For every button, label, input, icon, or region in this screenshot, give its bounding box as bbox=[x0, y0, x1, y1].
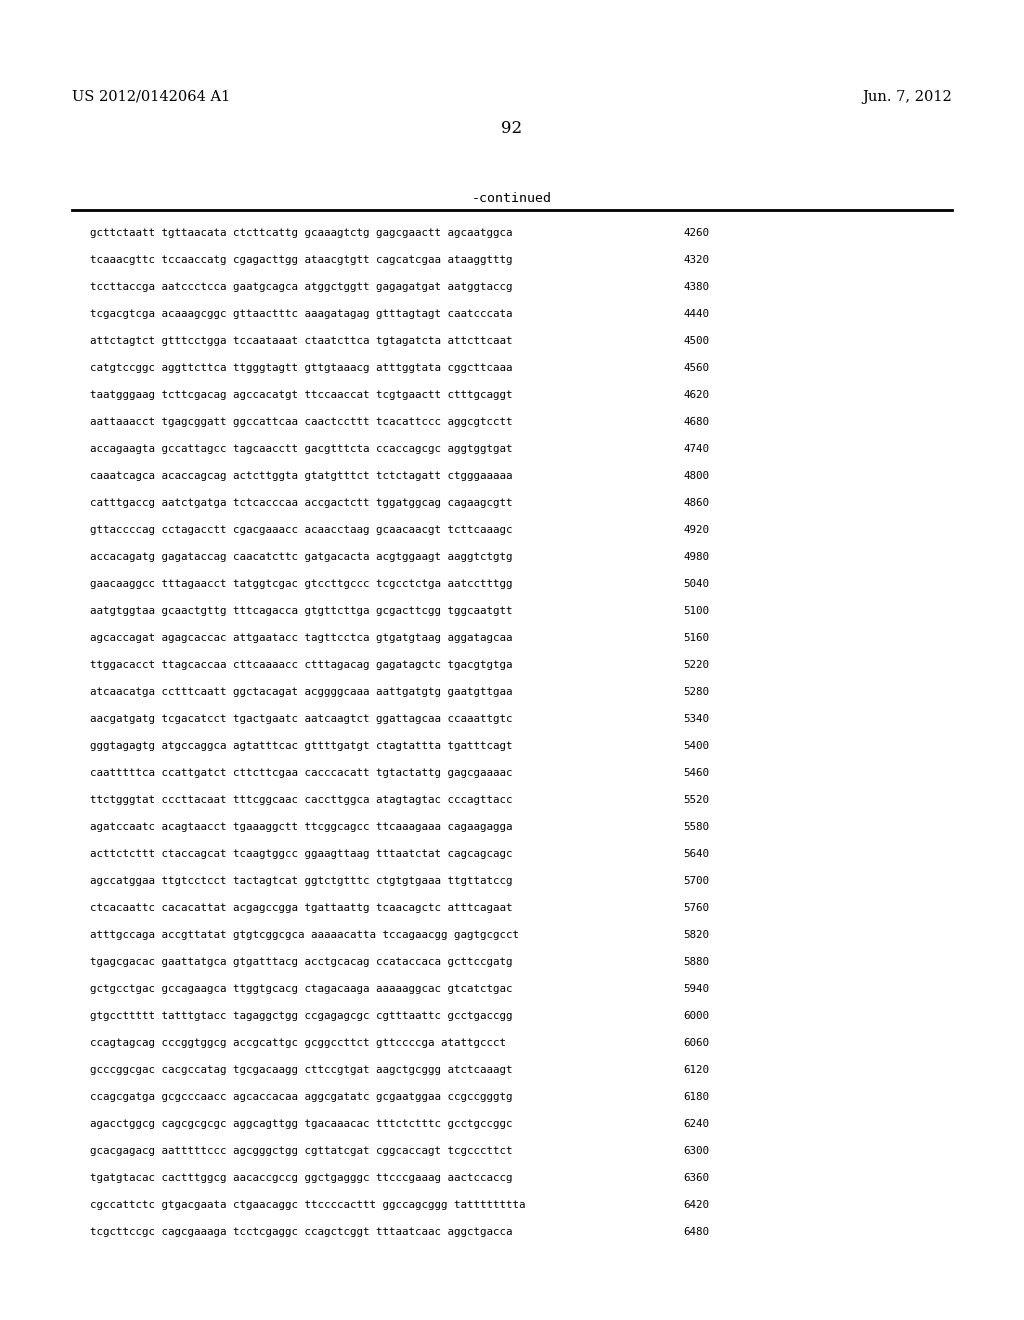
Text: tcaaacgttc tccaaccatg cgagacttgg ataacgtgtt cagcatcgaa ataaggtttg: tcaaacgttc tccaaccatg cgagacttgg ataacgt… bbox=[90, 255, 512, 265]
Text: 6420: 6420 bbox=[683, 1200, 709, 1210]
Text: 4260: 4260 bbox=[683, 228, 709, 238]
Text: gggtagagtg atgccaggca agtatttcac gttttgatgt ctagtattta tgatttcagt: gggtagagtg atgccaggca agtatttcac gttttga… bbox=[90, 741, 512, 751]
Text: 5100: 5100 bbox=[683, 606, 709, 616]
Text: gaacaaggcc tttagaacct tatggtcgac gtccttgccc tcgcctctga aatcctttgg: gaacaaggcc tttagaacct tatggtcgac gtccttg… bbox=[90, 579, 512, 589]
Text: 5160: 5160 bbox=[683, 634, 709, 643]
Text: agcaccagat agagcaccac attgaatacc tagttcctca gtgatgtaag aggatagcaa: agcaccagat agagcaccac attgaatacc tagttcc… bbox=[90, 634, 512, 643]
Text: aatgtggtaa gcaactgttg tttcagacca gtgttcttga gcgacttcgg tggcaatgtt: aatgtggtaa gcaactgttg tttcagacca gtgttct… bbox=[90, 606, 512, 616]
Text: ccagtagcag cccggtggcg accgcattgc gcggccttct gttccccga atattgccct: ccagtagcag cccggtggcg accgcattgc gcggcct… bbox=[90, 1038, 506, 1048]
Text: 6060: 6060 bbox=[683, 1038, 709, 1048]
Text: 5040: 5040 bbox=[683, 579, 709, 589]
Text: 6480: 6480 bbox=[683, 1228, 709, 1237]
Text: gcccggcgac cacgccatag tgcgacaagg cttccgtgat aagctgcggg atctcaaagt: gcccggcgac cacgccatag tgcgacaagg cttccgt… bbox=[90, 1065, 512, 1074]
Text: acttctcttt ctaccagcat tcaagtggcc ggaagttaag tttaatctat cagcagcagc: acttctcttt ctaccagcat tcaagtggcc ggaagtt… bbox=[90, 849, 512, 859]
Text: catttgaccg aatctgatga tctcacccaa accgactctt tggatggcag cagaagcgtt: catttgaccg aatctgatga tctcacccaa accgact… bbox=[90, 498, 512, 508]
Text: cgccattctc gtgacgaata ctgaacaggc ttccccacttt ggccagcggg tatttttttta: cgccattctc gtgacgaata ctgaacaggc ttcccca… bbox=[90, 1200, 525, 1210]
Text: atttgccaga accgttatat gtgtcggcgca aaaaacatta tccagaacgg gagtgcgcct: atttgccaga accgttatat gtgtcggcgca aaaaac… bbox=[90, 931, 519, 940]
Text: 6360: 6360 bbox=[683, 1173, 709, 1183]
Text: 4380: 4380 bbox=[683, 282, 709, 292]
Text: agccatggaa ttgtcctcct tactagtcat ggtctgtttc ctgtgtgaaa ttgttatccg: agccatggaa ttgtcctcct tactagtcat ggtctgt… bbox=[90, 876, 512, 886]
Text: 5520: 5520 bbox=[683, 795, 709, 805]
Text: 5280: 5280 bbox=[683, 686, 709, 697]
Text: 4860: 4860 bbox=[683, 498, 709, 508]
Text: gcacgagacg aatttttccc agcgggctgg cgttatcgat cggcaccagt tcgcccttct: gcacgagacg aatttttccc agcgggctgg cgttatc… bbox=[90, 1146, 512, 1156]
Text: 5400: 5400 bbox=[683, 741, 709, 751]
Text: aattaaacct tgagcggatt ggccattcaa caactccttt tcacattccc aggcgtcctt: aattaaacct tgagcggatt ggccattcaa caactcc… bbox=[90, 417, 512, 426]
Text: agatccaatc acagtaacct tgaaaggctt ttcggcagcc ttcaaagaaa cagaagagga: agatccaatc acagtaacct tgaaaggctt ttcggca… bbox=[90, 822, 512, 832]
Text: 5880: 5880 bbox=[683, 957, 709, 968]
Text: caatttttca ccattgatct cttcttcgaa cacccacatt tgtactattg gagcgaaaac: caatttttca ccattgatct cttcttcgaa cacccac… bbox=[90, 768, 512, 777]
Text: ttggacacct ttagcaccaa cttcaaaacc ctttagacag gagatagctc tgacgtgtga: ttggacacct ttagcaccaa cttcaaaacc ctttaga… bbox=[90, 660, 512, 671]
Text: caaatcagca acaccagcag actcttggta gtatgtttct tctctagatt ctgggaaaaa: caaatcagca acaccagcag actcttggta gtatgtt… bbox=[90, 471, 512, 480]
Text: ttctgggtat cccttacaat tttcggcaac caccttggca atagtagtac cccagttacc: ttctgggtat cccttacaat tttcggcaac caccttg… bbox=[90, 795, 512, 805]
Text: 5820: 5820 bbox=[683, 931, 709, 940]
Text: 5940: 5940 bbox=[683, 983, 709, 994]
Text: US 2012/0142064 A1: US 2012/0142064 A1 bbox=[72, 90, 230, 104]
Text: accacagatg gagataccag caacatcttc gatgacacta acgtggaagt aaggtctgtg: accacagatg gagataccag caacatcttc gatgaca… bbox=[90, 552, 512, 562]
Text: 4560: 4560 bbox=[683, 363, 709, 374]
Text: tgatgtacac cactttggcg aacaccgccg ggctgagggc ttcccgaaag aactccaccg: tgatgtacac cactttggcg aacaccgccg ggctgag… bbox=[90, 1173, 512, 1183]
Text: tcgcttccgc cagcgaaaga tcctcgaggc ccagctcggt tttaatcaac aggctgacca: tcgcttccgc cagcgaaaga tcctcgaggc ccagctc… bbox=[90, 1228, 512, 1237]
Text: 5640: 5640 bbox=[683, 849, 709, 859]
Text: 6120: 6120 bbox=[683, 1065, 709, 1074]
Text: gttaccccag cctagacctt cgacgaaacc acaacctaag gcaacaacgt tcttcaaagc: gttaccccag cctagacctt cgacgaaacc acaacct… bbox=[90, 525, 512, 535]
Text: 4620: 4620 bbox=[683, 389, 709, 400]
Text: 4920: 4920 bbox=[683, 525, 709, 535]
Text: 5580: 5580 bbox=[683, 822, 709, 832]
Text: tccttaccga aatccctcca gaatgcagca atggctggtt gagagatgat aatggtaccg: tccttaccga aatccctcca gaatgcagca atggctg… bbox=[90, 282, 512, 292]
Text: aacgatgatg tcgacatcct tgactgaatc aatcaagtct ggattagcaa ccaaattgtc: aacgatgatg tcgacatcct tgactgaatc aatcaag… bbox=[90, 714, 512, 723]
Text: 4740: 4740 bbox=[683, 444, 709, 454]
Text: 5340: 5340 bbox=[683, 714, 709, 723]
Text: catgtccggc aggttcttca ttgggtagtt gttgtaaacg atttggtata cggcttcaaa: catgtccggc aggttcttca ttgggtagtt gttgtaa… bbox=[90, 363, 512, 374]
Text: attctagtct gtttcctgga tccaataaat ctaatcttca tgtagatcta attcttcaat: attctagtct gtttcctgga tccaataaat ctaatct… bbox=[90, 337, 512, 346]
Text: 4680: 4680 bbox=[683, 417, 709, 426]
Text: 6300: 6300 bbox=[683, 1146, 709, 1156]
Text: 6180: 6180 bbox=[683, 1092, 709, 1102]
Text: tcgacgtcga acaaagcggc gttaactttc aaagatagag gtttagtagt caatcccata: tcgacgtcga acaaagcggc gttaactttc aaagata… bbox=[90, 309, 512, 319]
Text: agacctggcg cagcgcgcgc aggcagttgg tgacaaacac tttctctttc gcctgccggc: agacctggcg cagcgcgcgc aggcagttgg tgacaaa… bbox=[90, 1119, 512, 1129]
Text: 4800: 4800 bbox=[683, 471, 709, 480]
Text: ccagcgatga gcgcccaacc agcaccacaa aggcgatatc gcgaatggaa ccgccgggtg: ccagcgatga gcgcccaacc agcaccacaa aggcgat… bbox=[90, 1092, 512, 1102]
Text: 5700: 5700 bbox=[683, 876, 709, 886]
Text: 4980: 4980 bbox=[683, 552, 709, 562]
Text: tgagcgacac gaattatgca gtgatttacg acctgcacag ccataccaca gcttccgatg: tgagcgacac gaattatgca gtgatttacg acctgca… bbox=[90, 957, 512, 968]
Text: 4320: 4320 bbox=[683, 255, 709, 265]
Text: 92: 92 bbox=[502, 120, 522, 137]
Text: Jun. 7, 2012: Jun. 7, 2012 bbox=[862, 90, 952, 104]
Text: 5760: 5760 bbox=[683, 903, 709, 913]
Text: 4500: 4500 bbox=[683, 337, 709, 346]
Text: 5220: 5220 bbox=[683, 660, 709, 671]
Text: gctgcctgac gccagaagca ttggtgcacg ctagacaaga aaaaaggcac gtcatctgac: gctgcctgac gccagaagca ttggtgcacg ctagaca… bbox=[90, 983, 512, 994]
Text: accagaagta gccattagcc tagcaacctt gacgtttcta ccaccagcgc aggtggtgat: accagaagta gccattagcc tagcaacctt gacgttt… bbox=[90, 444, 512, 454]
Text: -continued: -continued bbox=[472, 191, 552, 205]
Text: 5460: 5460 bbox=[683, 768, 709, 777]
Text: 4440: 4440 bbox=[683, 309, 709, 319]
Text: 6240: 6240 bbox=[683, 1119, 709, 1129]
Text: atcaacatga cctttcaatt ggctacagat acggggcaaa aattgatgtg gaatgttgaa: atcaacatga cctttcaatt ggctacagat acggggc… bbox=[90, 686, 512, 697]
Text: taatgggaag tcttcgacag agccacatgt ttccaaccat tcgtgaactt ctttgcaggt: taatgggaag tcttcgacag agccacatgt ttccaac… bbox=[90, 389, 512, 400]
Text: ctcacaattc cacacattat acgagccgga tgattaattg tcaacagctc atttcagaat: ctcacaattc cacacattat acgagccgga tgattaa… bbox=[90, 903, 512, 913]
Text: gtgccttttt tatttgtacc tagaggctgg ccgagagcgc cgtttaattc gcctgaccgg: gtgccttttt tatttgtacc tagaggctgg ccgagag… bbox=[90, 1011, 512, 1020]
Text: gcttctaatt tgttaacata ctcttcattg gcaaagtctg gagcgaactt agcaatggca: gcttctaatt tgttaacata ctcttcattg gcaaagt… bbox=[90, 228, 512, 238]
Text: 6000: 6000 bbox=[683, 1011, 709, 1020]
